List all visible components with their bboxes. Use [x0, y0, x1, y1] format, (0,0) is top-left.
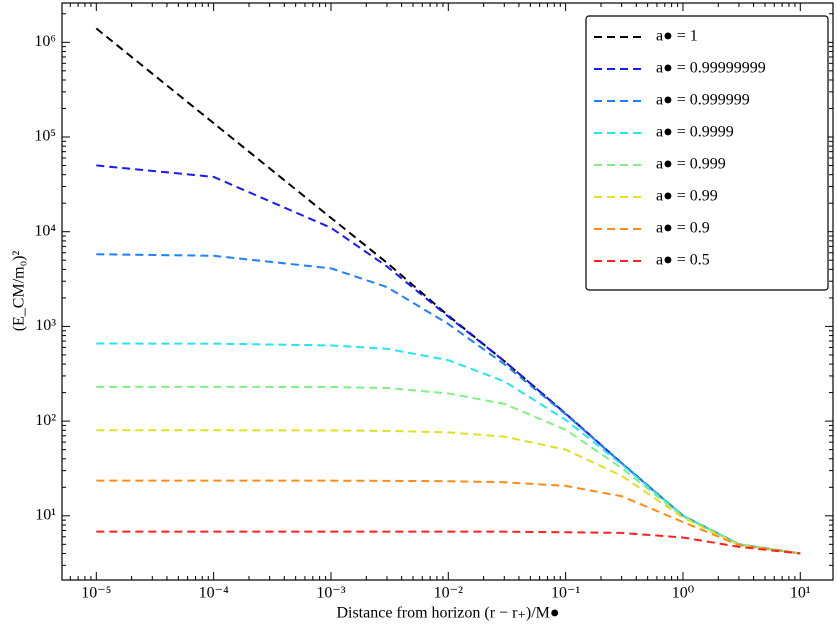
legend-label: a● = 0.999: [656, 156, 726, 173]
x-tick-label: 10⁰: [672, 585, 694, 602]
x-tick-label: 10⁻⁵: [81, 585, 111, 602]
legend-label: a● = 0.9: [656, 220, 710, 237]
legend-label: a● = 0.5: [656, 252, 710, 269]
y-axis-label: (E_CM/m₀)²: [11, 251, 28, 332]
y-tick-label: 10¹: [35, 506, 56, 523]
data-line: [96, 385, 801, 555]
x-tick-label: 10¹: [790, 585, 811, 602]
x-tick-label: 10⁻²: [434, 585, 463, 602]
y-tick-label: 10³: [35, 317, 56, 334]
y-tick-label: 10⁶: [34, 33, 56, 50]
data-line: [96, 479, 801, 555]
legend-label: a● = 0.9999: [656, 124, 734, 141]
data-line: [96, 429, 801, 555]
x-tick-label: 10⁻⁴: [199, 585, 229, 602]
y-tick-label: 10⁵: [34, 128, 56, 145]
legend-box: [585, 15, 829, 291]
x-tick-label: 10⁻¹: [551, 585, 580, 602]
data-line: [96, 530, 801, 555]
legend-label: a● = 0.999999: [656, 92, 750, 109]
x-tick-label: 10⁻³: [316, 585, 345, 602]
data-line: [96, 342, 801, 555]
legend-label: a● = 0.99999999: [656, 60, 766, 77]
x-axis-label: Distance from horizon (r − r₊)/M●: [336, 605, 559, 622]
series-group: [95, 27, 801, 555]
y-tick-label: 10²: [35, 412, 56, 429]
plot-frame: [61, 2, 834, 581]
y-tick-label: 10⁴: [34, 222, 56, 239]
legend-label: a● = 1: [656, 28, 698, 45]
data-line: [96, 253, 801, 555]
legend-label: a● = 0.99: [656, 188, 718, 205]
